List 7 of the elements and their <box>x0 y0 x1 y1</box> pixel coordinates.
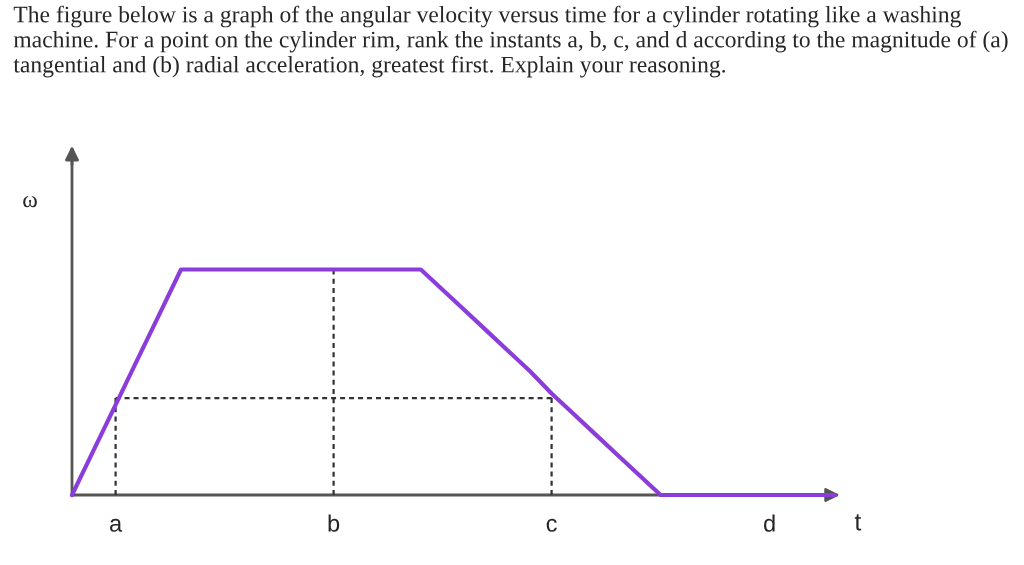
x-tick-label: d <box>764 514 775 532</box>
x-tick-label: a <box>110 518 123 532</box>
y-axis-title: ω <box>23 196 37 208</box>
x-tick-label: b <box>328 514 340 532</box>
x-tick-label: c <box>546 518 557 532</box>
chart-title: The figure below is a graph of the angular velocity versus time for a cylinder rotating like a washing machine. For a point on the cylinder rim, rank the instants a, b, c, and d according to the magnitude of (a) tangential and (b) radial acceleration, greatest first. Explain your reasoning. <box>13 5 1008 78</box>
x-axis-title: t <box>854 514 862 531</box>
